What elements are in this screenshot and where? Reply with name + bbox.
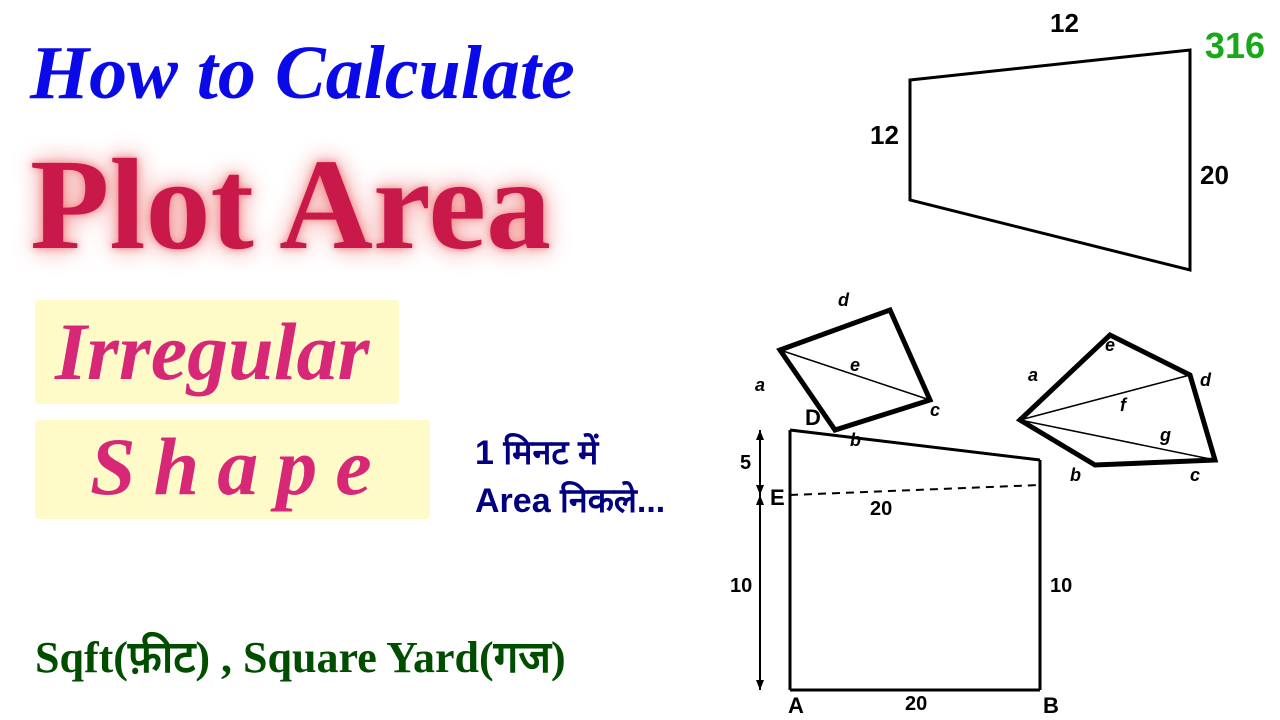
polyb-a: a	[1028, 365, 1038, 386]
shape1-label-top: 12	[1050, 8, 1079, 39]
hindi-line-1: 1 मिनट में	[475, 434, 598, 472]
title-line-4-highlight: Shape	[35, 420, 430, 519]
title-line-4: Shape	[90, 420, 390, 514]
shape1-label-right: 20	[1200, 160, 1229, 191]
title4-text: Shape	[90, 421, 390, 512]
hindi-line-2: Area निकले...	[475, 482, 665, 520]
title1-text: How to Calculate	[30, 31, 575, 115]
maindiag-10left: 10	[730, 575, 752, 598]
title-line-3-highlight: Irregular	[35, 300, 399, 404]
polyb-c: c	[1190, 465, 1200, 486]
maindiag-E: E	[770, 485, 785, 511]
polyb-b: b	[1070, 465, 1081, 486]
maindiag-B: B	[1043, 693, 1059, 719]
title2-text: Plot Area	[30, 133, 551, 277]
units-content: Sqft(फ़ीट) , Square Yard(गज)	[35, 633, 566, 682]
title-line-3: Irregular	[55, 305, 369, 399]
polya-a: a	[755, 375, 765, 396]
main-plot-diagram	[730, 400, 1070, 720]
title3-text: Irregular	[55, 306, 369, 397]
shape1-label-left: 12	[870, 120, 899, 151]
polya-d: d	[838, 290, 849, 311]
polyb-f: f	[1120, 395, 1126, 416]
polya-e: e	[850, 355, 860, 376]
maindiag-20bottom: 20	[905, 693, 927, 716]
maindiag-20top: 20	[870, 498, 892, 521]
shape-quadrilateral-top	[870, 20, 1230, 320]
hindi-tagline: 1 मिनट में Area निकले...	[475, 430, 665, 525]
maindiag-A: A	[788, 693, 804, 719]
polyb-e: e	[1105, 335, 1115, 356]
polyb-g: g	[1160, 425, 1171, 446]
units-text: Sqft(फ़ीट) , Square Yard(गज)	[35, 625, 566, 685]
title-line-2: Plot Area	[30, 130, 551, 280]
maindiag-5: 5	[740, 452, 751, 475]
polyb-d: d	[1200, 370, 1211, 391]
maindiag-10right: 10	[1050, 575, 1072, 598]
maindiag-D: D	[805, 405, 821, 431]
title-line-1: How to Calculate	[30, 30, 575, 117]
